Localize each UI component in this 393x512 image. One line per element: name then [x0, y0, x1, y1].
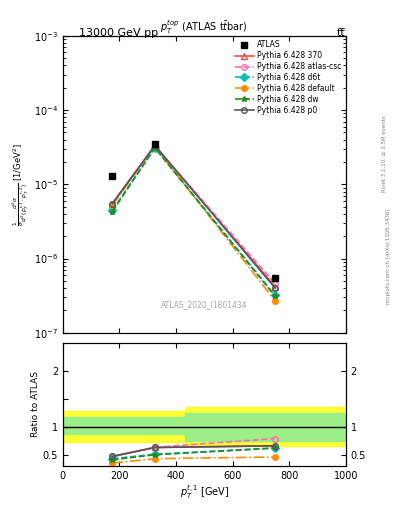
Y-axis label: Ratio to ATLAS: Ratio to ATLAS — [31, 372, 40, 437]
Pythia 6.428 d6t — [152, 145, 157, 151]
Y-axis label: $\frac{1}{\sigma}\frac{d^2\sigma}{d^2(p_T^{t,1}\cdot p_T^{t,2})}$ [1/GeV$^2$]: $\frac{1}{\sigma}\frac{d^2\sigma}{d^2(p_… — [11, 143, 31, 226]
Pythia 6.428 370 — [273, 284, 277, 290]
Line: Pythia 6.428 default: Pythia 6.428 default — [110, 143, 278, 304]
Line: Pythia 6.428 atlas-csc: Pythia 6.428 atlas-csc — [110, 143, 278, 286]
ATLAS — [273, 275, 277, 281]
Legend: ATLAS, Pythia 6.428 370, Pythia 6.428 atlas-csc, Pythia 6.428 d6t, Pythia 6.428 : ATLAS, Pythia 6.428 370, Pythia 6.428 at… — [231, 37, 344, 118]
Text: tt̅: tt̅ — [337, 28, 346, 38]
Line: Pythia 6.428 p0: Pythia 6.428 p0 — [110, 142, 278, 291]
X-axis label: $p_T^{t,1}$ [GeV]: $p_T^{t,1}$ [GeV] — [180, 483, 229, 501]
ATLAS — [110, 173, 115, 179]
Pythia 6.428 dw — [110, 208, 115, 215]
Pythia 6.428 default — [273, 297, 277, 304]
Pythia 6.428 dw — [152, 145, 157, 151]
Pythia 6.428 370 — [110, 201, 115, 207]
Pythia 6.428 atlas-csc — [110, 201, 115, 207]
Line: Pythia 6.428 d6t: Pythia 6.428 d6t — [110, 145, 278, 298]
Pythia 6.428 dw — [273, 293, 277, 300]
Pythia 6.428 p0 — [110, 201, 115, 207]
Pythia 6.428 p0 — [152, 142, 157, 148]
Line: ATLAS: ATLAS — [109, 140, 279, 281]
Pythia 6.428 default — [110, 202, 115, 208]
Pythia 6.428 d6t — [110, 207, 115, 213]
Text: ATLAS_2020_I1801434: ATLAS_2020_I1801434 — [161, 300, 248, 309]
Pythia 6.428 370 — [152, 143, 157, 149]
Pythia 6.428 p0 — [273, 285, 277, 291]
Text: mcplots.cern.ch [arXiv:1306.3436]: mcplots.cern.ch [arXiv:1306.3436] — [386, 208, 391, 304]
Line: Pythia 6.428 dw: Pythia 6.428 dw — [110, 145, 278, 299]
Pythia 6.428 atlas-csc — [273, 281, 277, 287]
Pythia 6.428 default — [152, 143, 157, 150]
Pythia 6.428 d6t — [273, 292, 277, 298]
Title: $p_T^{top}$ (ATLAS t$\bar{t}$bar): $p_T^{top}$ (ATLAS t$\bar{t}$bar) — [160, 18, 248, 36]
Pythia 6.428 atlas-csc — [152, 143, 157, 149]
Text: Rivet 3.1.10, ≥ 3.5M events: Rivet 3.1.10, ≥ 3.5M events — [382, 115, 387, 192]
Text: 13000 GeV pp: 13000 GeV pp — [79, 28, 158, 38]
ATLAS — [152, 141, 157, 147]
Line: Pythia 6.428 370: Pythia 6.428 370 — [110, 143, 278, 289]
